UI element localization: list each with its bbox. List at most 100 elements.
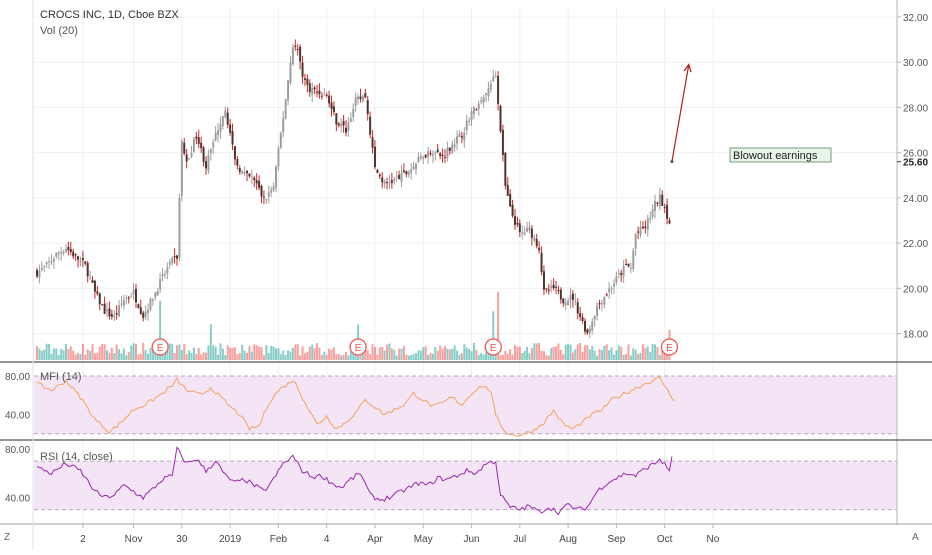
- volume-bar: [166, 344, 169, 360]
- candle-body: [62, 251, 65, 253]
- mfi-legend[interactable]: MFI (14): [40, 371, 82, 383]
- candle-body: [463, 132, 466, 141]
- volume-bar: [55, 348, 58, 360]
- volume-bar: [118, 349, 121, 360]
- candle-body: [567, 300, 570, 306]
- candle-body: [366, 100, 369, 115]
- candle-body: [533, 237, 536, 241]
- volume-bar: [93, 353, 96, 360]
- candle-body: [468, 121, 471, 123]
- volume-legend[interactable]: Vol (20): [40, 25, 78, 37]
- candle-body: [171, 257, 174, 264]
- volume-bar: [390, 348, 393, 360]
- volume-bar: [562, 354, 565, 360]
- price-candles: [36, 39, 674, 339]
- volume-bar: [279, 354, 282, 360]
- volume-bar: [243, 350, 246, 360]
- volume-bar: [651, 344, 654, 360]
- volume-bar: [504, 350, 507, 360]
- candle-body: [180, 140, 183, 196]
- candle-body: [456, 136, 459, 144]
- candle-body: [108, 308, 111, 317]
- candle-body: [501, 129, 504, 155]
- volume-bar: [463, 344, 466, 360]
- candle-body: [511, 204, 514, 216]
- corner-right-label[interactable]: A: [912, 532, 919, 543]
- volume-bar: [538, 342, 541, 360]
- volume-bar: [337, 353, 340, 360]
- volume-bar: [598, 349, 601, 360]
- candle-body: [277, 148, 280, 167]
- candle-body: [422, 157, 425, 159]
- volume-bar: [200, 354, 203, 360]
- candle-body: [64, 248, 67, 252]
- candle-body: [77, 256, 80, 260]
- candle-body: [38, 270, 41, 278]
- volume-bar: [451, 348, 454, 360]
- earnings-marker-circle: [660, 338, 679, 356]
- candle-body: [299, 46, 302, 62]
- volume-bar: [48, 343, 51, 360]
- earnings-marker[interactable]: E: [349, 338, 367, 356]
- volume-bar: [190, 352, 193, 360]
- candle-body: [555, 286, 558, 288]
- volume-bar: [552, 346, 555, 360]
- volume-bar: [547, 355, 550, 360]
- candle-body: [644, 226, 647, 229]
- volume-bar: [526, 346, 529, 360]
- candle-body: [270, 189, 273, 193]
- volume-bar: [347, 355, 350, 360]
- volume-bar: [84, 354, 87, 360]
- volume-bar: [487, 352, 490, 360]
- candle-body: [212, 142, 215, 148]
- candle-body: [178, 197, 181, 258]
- volume-bar: [284, 354, 287, 360]
- candle-body: [446, 147, 449, 159]
- candle-body: [605, 294, 608, 296]
- mfi-line: [36, 376, 675, 437]
- candle-body: [465, 120, 468, 131]
- volume-bar: [465, 347, 468, 360]
- volume-bar: [270, 345, 273, 360]
- candle-body: [313, 87, 316, 90]
- volume-bar: [545, 355, 548, 360]
- candle-body: [81, 257, 84, 261]
- candle-body: [646, 218, 649, 231]
- candle-body: [417, 156, 420, 162]
- candle-body: [612, 283, 615, 287]
- volume-bar: [581, 351, 584, 360]
- candle-body: [376, 169, 379, 173]
- candle-body: [345, 127, 348, 133]
- candle-body: [357, 96, 360, 100]
- corner-left-label[interactable]: Z: [4, 532, 11, 543]
- candle-body: [419, 156, 422, 159]
- volume-bar: [632, 348, 635, 360]
- chart-title[interactable]: CROCS INC, 1D, Cboe BZX: [40, 9, 179, 21]
- candle-body: [195, 136, 198, 139]
- earnings-marker[interactable]: E: [660, 338, 679, 356]
- volume-bar: [332, 347, 335, 360]
- candle-body: [583, 320, 586, 332]
- candle-body: [48, 261, 51, 263]
- last-price-label: 25.60: [903, 158, 928, 169]
- volume-bar: [460, 353, 463, 360]
- earnings-marker[interactable]: E: [151, 338, 169, 356]
- candle-body: [221, 115, 224, 127]
- candle-body: [291, 47, 294, 65]
- rsi-legend[interactable]: RSI (14, close): [40, 451, 113, 463]
- earnings-marker-label: E: [157, 343, 164, 354]
- candle-body: [231, 131, 234, 145]
- candle-body: [439, 153, 442, 156]
- arrow-shaft: [671, 64, 690, 162]
- candle-body: [340, 123, 343, 127]
- rsi-band: [34, 461, 897, 510]
- earnings-marker[interactable]: E: [484, 338, 502, 356]
- candle-body: [224, 110, 227, 117]
- volume-bar: [316, 343, 319, 360]
- volume-bar: [475, 349, 478, 360]
- candle-body: [86, 262, 89, 277]
- price-tick-label: 28.00: [903, 103, 928, 114]
- candle-body: [347, 122, 350, 131]
